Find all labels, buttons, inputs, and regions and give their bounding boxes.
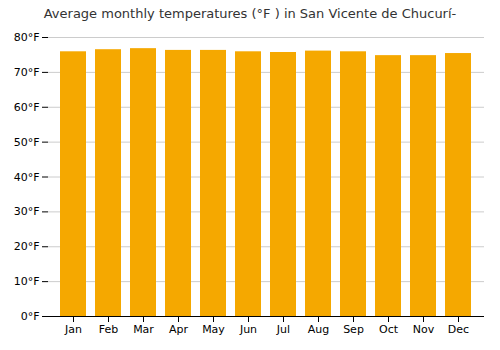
svg-text:Feb: Feb — [99, 323, 118, 336]
svg-text:Jul: Jul — [276, 323, 290, 336]
svg-text:10°F: 10°F — [14, 275, 40, 288]
html-text:Average monthly temperatures (: Average monthly temperatures (°F ) in Sa… — [43, 6, 457, 21]
svg-text:20°F: 20°F — [14, 240, 40, 253]
svg-text:Aug: Aug — [308, 323, 329, 336]
svg-text:Jun: Jun — [239, 323, 257, 336]
svg-text:60°F: 60°F — [14, 101, 40, 114]
svg-text:Apr: Apr — [169, 323, 189, 336]
svg-text:0°F: 0°F — [21, 310, 40, 323]
svg-text:Mar: Mar — [133, 323, 154, 336]
svg-text:Dec: Dec — [448, 323, 469, 336]
svg-text:May: May — [202, 323, 225, 336]
svg-text:Oct: Oct — [379, 323, 399, 336]
svg-text:70°F: 70°F — [14, 66, 40, 79]
svg-text:Sep: Sep — [343, 323, 364, 336]
svg-text:30°F: 30°F — [14, 205, 40, 218]
svg-text:80°F: 80°F — [14, 31, 40, 44]
svg-text:40°F: 40°F — [14, 171, 40, 184]
svg-text:Nov: Nov — [413, 323, 435, 336]
svg-text:50°F: 50°F — [14, 136, 40, 149]
svg-text:Jan: Jan — [64, 323, 82, 336]
